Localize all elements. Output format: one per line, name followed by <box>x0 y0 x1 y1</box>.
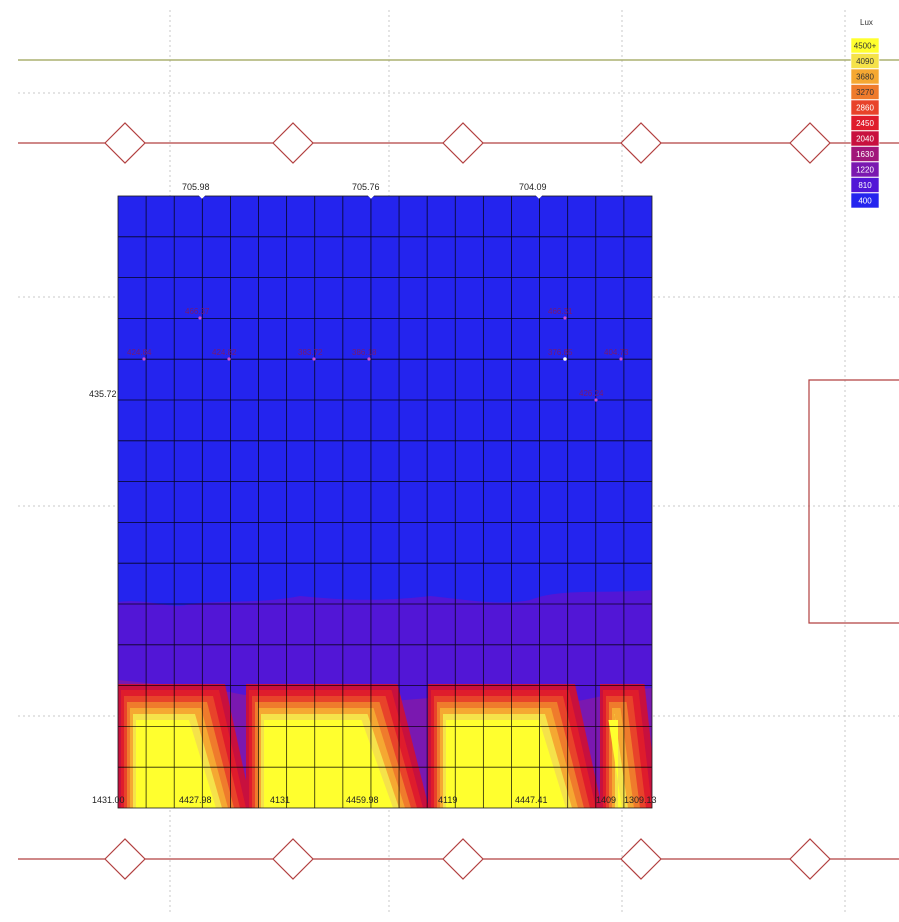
luminaire-row-bottom <box>18 838 899 880</box>
inner-value: 424.84 <box>127 348 152 357</box>
legend-label: 4090 <box>856 57 874 66</box>
bottom-value: 4119 <box>438 795 457 805</box>
inner-value: 386.18 <box>352 348 377 357</box>
inner-value: 426.24 <box>579 389 604 398</box>
bottom-value: 1431.00 <box>92 795 125 805</box>
legend-swatch <box>850 37 880 54</box>
luminaire-diamond <box>442 838 484 880</box>
inner-value: 424.82 <box>212 348 237 357</box>
legend-label: 1630 <box>856 150 874 159</box>
legend-label: 3680 <box>856 73 874 82</box>
legend-swatch <box>850 68 880 85</box>
top-value-labels: 705.98 705.76 704.09 <box>182 182 547 199</box>
contour-band <box>446 720 566 808</box>
inner-value: 404.73 <box>604 348 629 357</box>
legend-unit: Lux <box>860 18 873 27</box>
inner-value: 466.31 <box>548 307 573 316</box>
luminaire-diamond <box>104 122 146 164</box>
legend-swatch <box>850 130 880 147</box>
bottom-value: 1309.13 <box>624 795 657 805</box>
legend-label: 2040 <box>856 135 874 144</box>
room-outline <box>808 379 899 624</box>
legend-swatch <box>850 53 880 69</box>
bottom-value: 4447.41 <box>515 795 548 805</box>
inner-value: 376.85 <box>548 348 573 357</box>
bottom-value: 4427.98 <box>179 795 212 805</box>
legend-swatch <box>850 99 880 116</box>
luminaire-diamond <box>442 122 484 164</box>
inner-value-labels: 466.37 424.84 424.82 383.72 386.18 466.3… <box>127 307 629 402</box>
inner-value: 383.72 <box>298 348 323 357</box>
luminaire-diamond <box>789 122 831 164</box>
legend-label: 2860 <box>856 104 874 113</box>
luminaire-diamond <box>272 122 314 164</box>
legend-label: 400 <box>858 197 872 206</box>
legend-swatch <box>850 161 880 178</box>
top-value: 705.76 <box>352 182 380 192</box>
illuminance-heatmap <box>117 195 653 809</box>
legend-swatch <box>850 84 880 100</box>
bottom-value-labels: 1431.00 4427.98 4131 4459.98 4119 4447.4… <box>92 795 657 805</box>
contour-band <box>136 720 216 808</box>
legend-swatch <box>850 115 880 131</box>
legend-label: 3270 <box>856 88 874 97</box>
luminaire-diamond <box>104 838 146 880</box>
legend-swatch <box>850 192 880 209</box>
bottom-value: 4459.98 <box>346 795 379 805</box>
legend-label: 2450 <box>856 119 874 128</box>
luminaire-row-top <box>18 122 899 164</box>
inner-value: 466.37 <box>185 307 210 316</box>
legend-swatch <box>850 146 880 162</box>
legend-label: 1220 <box>856 166 874 175</box>
legend-label: 810 <box>858 181 872 190</box>
illuminance-legend: Lux 4500+ 4090 3680 3270 2860 2450 2040 1630 122… <box>850 18 880 209</box>
contour-band <box>608 720 622 808</box>
luminaire-diamond <box>272 838 314 880</box>
top-value: 705.98 <box>182 182 210 192</box>
legend-swatch <box>850 177 880 193</box>
legend-label: 4500+ <box>854 42 877 51</box>
luminaire-diamond <box>620 122 662 164</box>
luminaire-diamond <box>789 838 831 880</box>
bottom-value: 4131 <box>270 795 290 805</box>
contour-band <box>264 720 393 808</box>
luminaire-diamond <box>620 838 662 880</box>
top-value: 704.09 <box>519 182 547 192</box>
bottom-value: 1409 <box>596 795 616 805</box>
left-value: 435.72 <box>89 389 117 399</box>
